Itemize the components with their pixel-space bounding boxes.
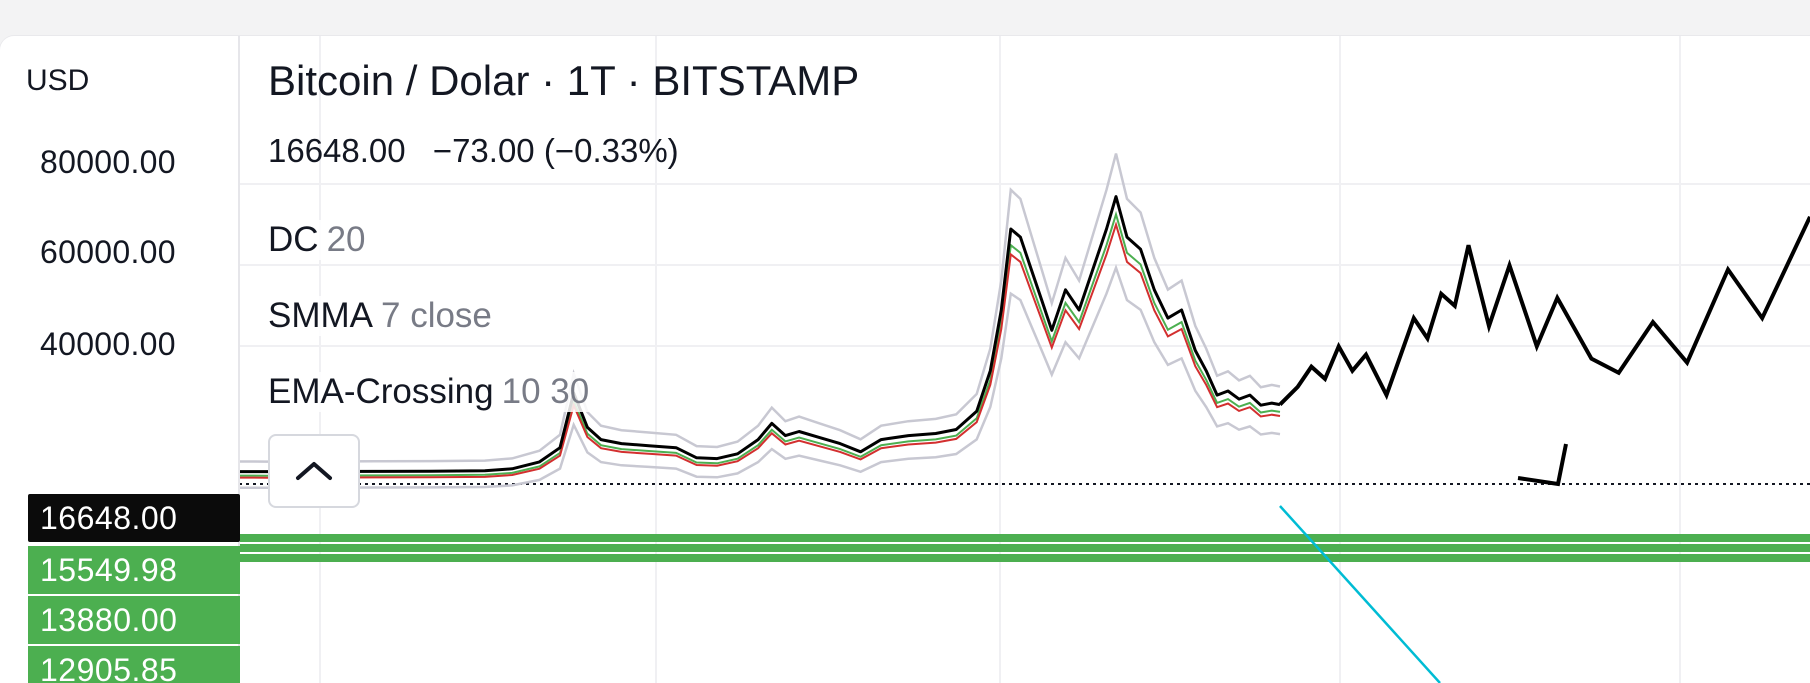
price-quote: 16648.00 −73.00 (−0.33%) xyxy=(268,132,859,170)
support-level-tag: 15549.98 xyxy=(28,546,240,594)
indicator-params: 7 close xyxy=(381,296,492,335)
support-level-tag: 12905.85 xyxy=(28,646,240,683)
y-tick-label: 40000.00 xyxy=(40,326,176,362)
y-tick-label: 80000.00 xyxy=(40,144,176,180)
projection-drawing[interactable] xyxy=(1278,215,1810,683)
support-band xyxy=(239,544,1810,552)
collapse-legend-button[interactable] xyxy=(268,434,360,508)
donchian-lower xyxy=(239,263,1281,489)
y-tick-label: 60000.00 xyxy=(40,234,176,270)
last-price: 16648.00 xyxy=(268,132,406,169)
indicator-ema-crossing[interactable]: EMA-Crossing 10 30 xyxy=(268,372,590,412)
indicator-name: SMMA xyxy=(268,296,373,335)
chart-title: Bitcoin / Dolar · 1T · BITSTAMP xyxy=(268,57,860,104)
price-change: −73.00 (−0.33%) xyxy=(432,132,679,169)
chart-panel[interactable]: USD 80000.00 60000.00 40000.00 16648.00 … xyxy=(0,36,1810,683)
projection-line xyxy=(1278,215,1810,407)
support-bands xyxy=(239,483,1810,562)
chart-legend: Bitcoin / Dolar · 1T · BITSTAMP 16648.00… xyxy=(268,57,860,412)
support-level-tag: 13880.00 xyxy=(28,596,240,644)
arrow-head xyxy=(1517,443,1568,487)
support-band xyxy=(239,534,1810,542)
indicator-name: DC xyxy=(268,220,319,259)
support-band xyxy=(239,554,1810,562)
chevron-up-icon xyxy=(296,462,332,480)
current-price-tag: 16648.00 xyxy=(28,494,240,542)
price-series xyxy=(238,195,1281,479)
trendline xyxy=(1279,505,1441,683)
indicator-params: 10 30 xyxy=(501,372,590,411)
indicator-smma[interactable]: SMMA 7 close xyxy=(268,296,492,336)
indicator-name: EMA-Crossing xyxy=(268,372,494,411)
indicator-dc[interactable]: DC 20 xyxy=(268,220,366,260)
indicator-params: 20 xyxy=(326,220,366,259)
currency-label: USD xyxy=(26,64,90,97)
